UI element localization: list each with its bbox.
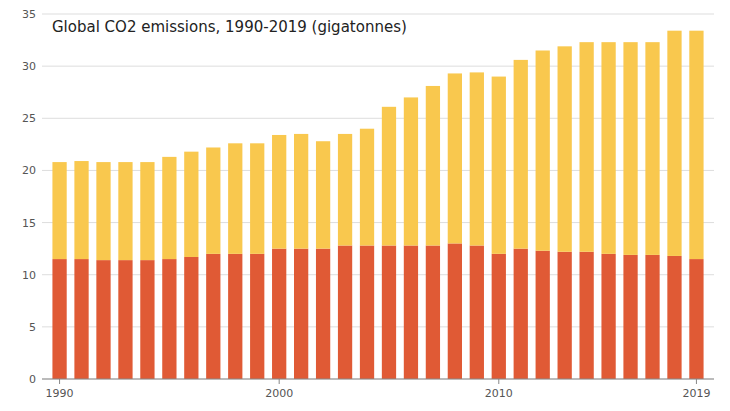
x-axis-line xyxy=(42,379,714,380)
bar-segment xyxy=(74,161,88,259)
bar-segment xyxy=(404,97,418,245)
bar-segment xyxy=(426,246,440,379)
bars xyxy=(52,31,703,379)
x-tick xyxy=(59,379,60,384)
bar-segment xyxy=(140,260,154,379)
bar-segment xyxy=(623,255,637,379)
x-tick xyxy=(696,379,697,384)
bar-segment xyxy=(228,254,242,379)
bar-segment xyxy=(118,162,132,260)
bar-segment xyxy=(470,246,484,379)
bar-segment xyxy=(404,246,418,379)
bar-segment xyxy=(514,60,528,249)
bar-segment xyxy=(689,31,703,259)
bar-segment xyxy=(558,46,572,251)
grid-line xyxy=(42,379,714,380)
bar-segment xyxy=(601,254,615,379)
x-tick-label: 2010 xyxy=(485,387,513,400)
bar-segment xyxy=(360,129,374,246)
bar-segment xyxy=(250,254,264,379)
bar-segment xyxy=(162,259,176,379)
x-tick-label: 2000 xyxy=(265,387,293,400)
bar-segment xyxy=(492,77,506,254)
bar-segment xyxy=(338,246,352,379)
bar-segment xyxy=(470,72,484,245)
bar-segment xyxy=(558,252,572,379)
bar-segment xyxy=(536,251,550,379)
bar-segment xyxy=(492,254,506,379)
bar-segment xyxy=(338,134,352,246)
y-tick-label: 30 xyxy=(22,60,36,73)
bar-segment xyxy=(52,162,66,259)
y-tick-label: 15 xyxy=(22,217,36,230)
grid-line xyxy=(42,14,714,15)
title: Global CO2 emissions, 1990-2019 (gigaton… xyxy=(52,18,407,36)
bar-segment xyxy=(74,259,88,379)
bar-segment xyxy=(184,152,198,257)
bar-segment xyxy=(96,260,110,379)
bar-segment xyxy=(579,42,593,252)
bar-segment xyxy=(448,243,462,379)
bar-segment xyxy=(316,141,330,248)
bar-segment xyxy=(601,42,615,254)
bar-segment xyxy=(667,256,681,379)
bar-segment xyxy=(118,260,132,379)
x-tick xyxy=(498,379,499,384)
bar-segment xyxy=(536,51,550,251)
bar-segment xyxy=(579,252,593,379)
y-tick-label: 35 xyxy=(22,8,36,21)
bar-segment xyxy=(250,143,264,254)
y-tick-label: 20 xyxy=(22,164,36,177)
bar-segment xyxy=(645,42,659,255)
bar-segment xyxy=(316,249,330,379)
chart: 0 5 10 15 20 25 30 35 1990 2000 2010 2019 Global CO2… xyxy=(0,0,730,411)
bar-segment xyxy=(184,257,198,379)
bar-segment xyxy=(294,249,308,379)
bar-segment xyxy=(448,73,462,243)
bar-segment xyxy=(360,246,374,379)
bar-segment xyxy=(667,31,681,256)
grid xyxy=(42,14,714,379)
y-tick-label: 5 xyxy=(29,321,36,334)
bar-segment xyxy=(52,259,66,379)
x-tick-label: 2019 xyxy=(682,387,710,400)
bar-segment xyxy=(623,42,637,255)
bar-segment xyxy=(294,134,308,249)
bar-segment xyxy=(645,255,659,379)
bar-segment xyxy=(206,254,220,379)
y-tick-label: 25 xyxy=(22,112,36,125)
bar-segment xyxy=(96,162,110,260)
bar-segment xyxy=(140,162,154,260)
bar-segment xyxy=(162,157,176,259)
x-tick-label: 1990 xyxy=(46,387,74,400)
bar-segment xyxy=(426,86,440,246)
y-tick-label: 0 xyxy=(29,373,36,386)
bar-segment xyxy=(228,143,242,254)
bar-segment xyxy=(272,249,286,379)
bar-segment xyxy=(382,107,396,246)
bar-segment xyxy=(272,135,286,249)
bar-segment xyxy=(382,246,396,379)
y-tick-label: 10 xyxy=(22,269,36,282)
bar-segment xyxy=(514,249,528,379)
bar-segment xyxy=(206,147,220,253)
bar-segment xyxy=(689,259,703,379)
x-tick xyxy=(279,379,280,384)
